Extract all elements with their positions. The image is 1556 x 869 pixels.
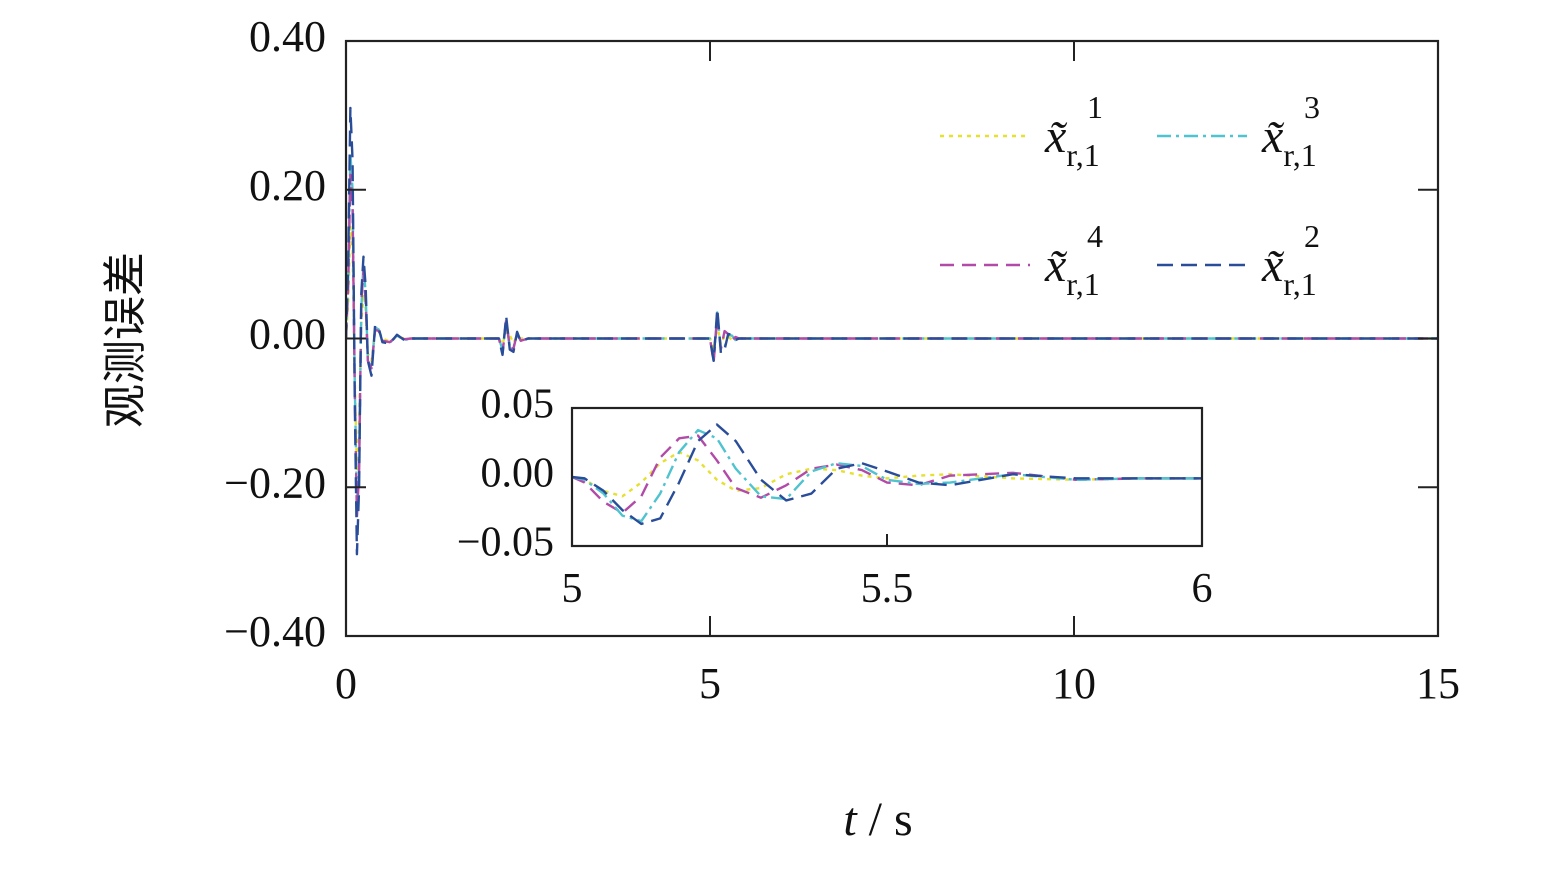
legend-entry-2: x̃r,14: [1044, 218, 1103, 302]
legend-entry-3: x̃r,12: [1261, 218, 1320, 302]
inset-series-line-0: [572, 450, 1202, 498]
main-chart: 0 5 10 15 −0.40 −0.20 0.00 0.20 0.40: [224, 12, 1460, 708]
main-x-tick-label-0: 0: [335, 659, 357, 708]
inset-y-tick-label-2: 0.05: [481, 382, 555, 428]
inset-chart: 5 5.5 6 −0.05 0.00 0.05: [457, 382, 1213, 612]
main-x-tick-label-3: 15: [1416, 659, 1460, 708]
inset-background: [572, 408, 1202, 546]
main-x-tick-label-1: 5: [699, 659, 721, 708]
main-y-tick-label-1: −0.20: [224, 458, 326, 507]
inset-x-tick-label-1: 5.5: [861, 566, 914, 612]
inset-y-tick-label-1: 0.00: [481, 451, 555, 497]
main-y-tick-label-4: 0.40: [249, 12, 326, 61]
main-y-tick-label-3: 0.20: [249, 161, 326, 210]
legend-entry-0: x̃r,11: [1044, 89, 1103, 173]
legend-entry-1: x̃r,13: [1261, 89, 1320, 173]
inset-x-tick-label-2: 6: [1192, 566, 1213, 612]
x-axis-label: t / s: [843, 793, 912, 846]
main-x-tick-label-2: 10: [1052, 659, 1096, 708]
x-axis-label-unit: s: [894, 793, 913, 846]
inset-series-line-3: [572, 423, 1202, 526]
x-axis-label-var: t: [843, 793, 858, 846]
legend: x̃r,11 x̃r,13 x̃r,14 x̃r,12: [940, 89, 1320, 302]
inset-series-line-1: [572, 434, 1202, 515]
main-y-tick-label-0: −0.40: [224, 607, 326, 656]
main-series-line-3: [346, 106, 1438, 556]
inset-x-tick-label-0: 5: [562, 566, 583, 612]
main-series-line-1: [346, 151, 1438, 504]
y-axis-label: 观测误差: [100, 252, 151, 428]
x-axis-label-sep: /: [857, 793, 894, 846]
main-y-tick-label-2: 0.00: [249, 310, 326, 359]
inset-y-tick-label-0: −0.05: [457, 520, 554, 566]
